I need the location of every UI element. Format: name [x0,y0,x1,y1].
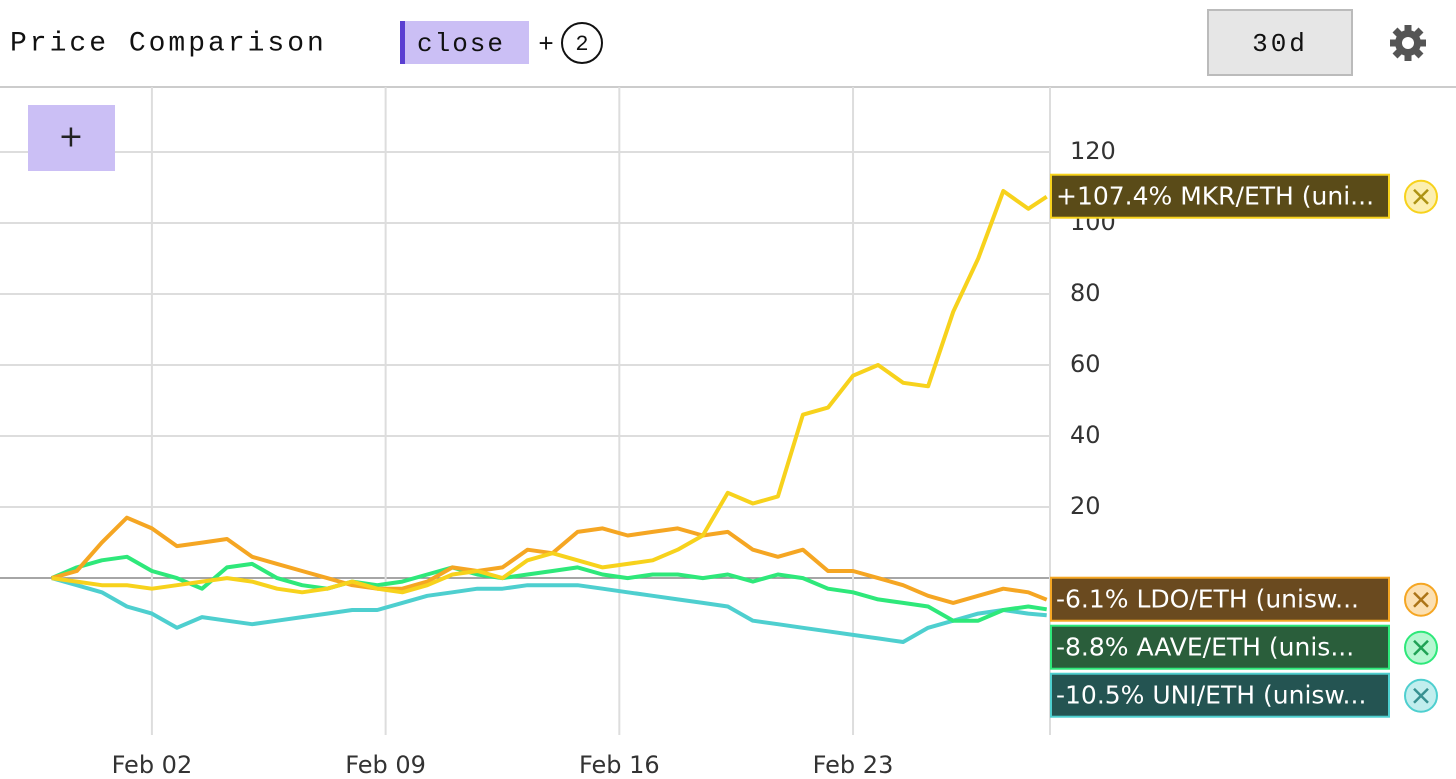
title: Price Comparison [10,28,327,59]
remove-series-x [1413,687,1429,704]
y-tick-label: 60 [1070,350,1101,378]
y-tick-label: 120 [1070,137,1116,165]
settings-icon[interactable] [1390,25,1426,61]
series-label-box [1050,624,1390,670]
series-line [51,576,1047,644]
add-button-label[interactable]: + [58,120,83,155]
count-text: 2 [575,32,588,57]
series-label-box [1050,173,1390,219]
field-label[interactable]: close [417,29,505,59]
series-label-box [1050,576,1390,622]
field-chip-bar [400,21,405,64]
y-tick-label: 40 [1070,421,1101,449]
series-line [50,554,1048,623]
x-tick-label: Feb 16 [579,751,660,779]
add-field[interactable]: + [538,30,554,60]
series-label: -10.5% UNI/ETH (unisw... [1056,681,1366,710]
series-label: +107.4% MKR/ETH (uni... [1056,182,1374,211]
field-chip[interactable] [400,21,529,64]
series-label: -8.8% AAVE/ETH (unis... [1056,633,1354,662]
y-tick-label: 20 [1070,492,1101,520]
remove-series-x [1413,188,1429,205]
add-button[interactable] [28,105,115,171]
range-button[interactable] [1207,9,1353,76]
series-label: -6.1% LDO/ETH (unisw... [1056,585,1359,614]
count-badge[interactable] [561,22,603,64]
x-tick-label: Feb 02 [112,751,193,779]
series-line [51,189,1048,595]
x-tick-label: Feb 09 [345,751,426,779]
series-label-box [1050,672,1390,718]
range-label[interactable]: 30d [1252,29,1308,59]
remove-series-x [1413,639,1429,656]
y-tick-label: 80 [1070,279,1101,307]
remove-series-x [1413,591,1429,608]
x-tick-label: Feb 23 [813,751,894,779]
